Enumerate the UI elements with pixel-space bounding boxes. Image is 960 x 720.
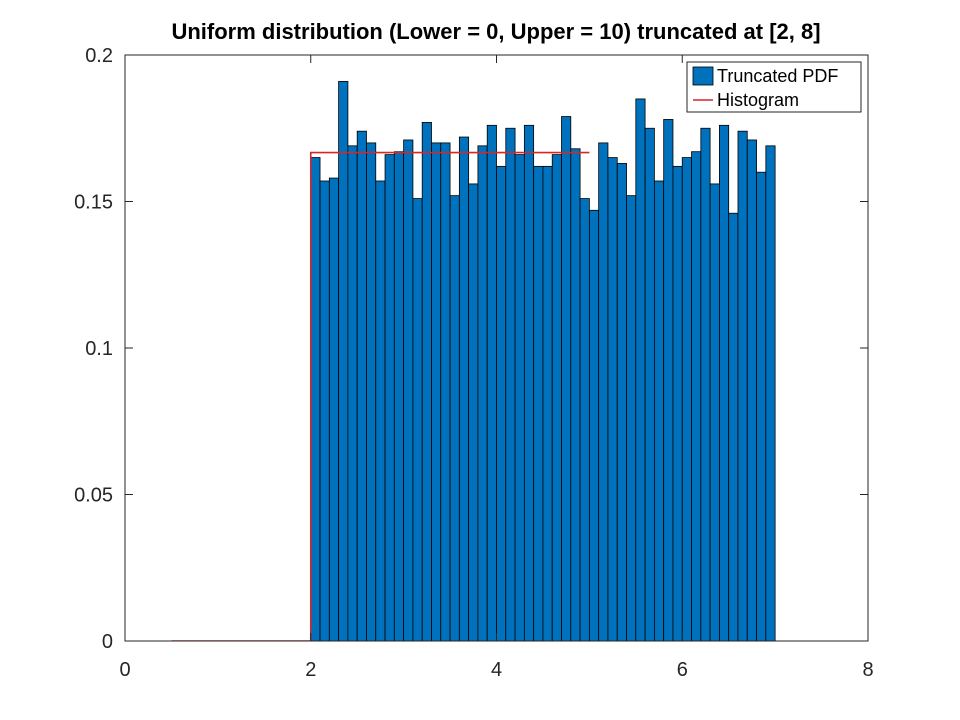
histogram-bar [328,177,340,641]
histogram-bar [468,183,479,641]
histogram-bar [644,127,655,641]
histogram-bar [505,127,516,641]
histogram-bar [681,157,692,641]
histogram-bar [719,124,730,641]
histogram-bar [319,180,330,641]
x-tick-label: 6 [677,659,688,681]
histogram-bar [737,130,748,641]
histogram-bar [477,145,488,641]
x-tick-label: 2 [305,659,316,681]
histogram-bar [746,139,757,641]
histogram-bar [551,154,562,641]
histogram-bar [458,136,470,641]
legend: Truncated PDF Histogram [686,61,862,113]
histogram-bar [412,198,423,641]
x-tick-label: 0 [119,659,130,681]
legend-box [686,61,862,113]
chart-title: Uniform distribution (Lower = 0, Upper =… [171,19,820,44]
histogram-bar [347,145,358,641]
histogram-bar [486,124,497,641]
y-tick-label: 0.15 [74,192,113,214]
histogram-bar [338,80,349,641]
histogram-bar [542,165,553,641]
histogram-bar [403,139,414,641]
histogram-bar [728,212,739,641]
y-tick-label: 0.2 [85,45,113,67]
histogram-bar [310,157,321,641]
histogram-bar [579,198,590,641]
y-tick-label: 0.05 [74,485,113,507]
histogram-bar [598,142,609,641]
x-tick-label: 4 [491,659,502,681]
histogram-bar [626,195,637,641]
histogram-bar [440,142,451,641]
plot-content [171,80,776,641]
histogram-bar [635,98,646,641]
histogram-bar [607,157,618,641]
histogram-bar [356,130,367,641]
histogram-bar [616,163,627,641]
line-series [171,151,590,641]
histogram-bar [672,165,683,641]
histogram-bar [570,148,581,641]
histogram-bar [653,180,665,641]
histogram-bar [663,119,674,641]
histogram-bar [700,127,711,641]
histogram-bar [421,121,432,641]
histogram-bar [756,171,767,641]
legend-label: Truncated PDF [717,66,838,86]
histogram-bar [514,154,525,641]
histogram-bar [709,183,720,641]
histogram-bar [375,180,386,641]
legend-label: Histogram [717,90,799,110]
histogram-bar [431,142,442,641]
histogram-bar [765,145,776,641]
y-tick-label: 0 [102,631,113,653]
histogram-bar [366,142,377,641]
histogram-bar [449,195,460,641]
y-tick-label: 0.1 [85,338,113,360]
histogram-bar [691,151,702,641]
histogram-bar [561,116,572,641]
x-tick-label: 8 [862,659,873,681]
histogram-bar [588,209,600,641]
histogram-bar [533,165,544,641]
histogram-bar [496,165,507,641]
histogram-bar [523,124,535,641]
plot-area: 0 2 4 6 8 0 0.05 0.1 0.15 0.2 [74,45,874,681]
histogram-bar [384,154,395,641]
histogram-bar [393,151,405,641]
legend-swatch-bar [692,66,714,86]
